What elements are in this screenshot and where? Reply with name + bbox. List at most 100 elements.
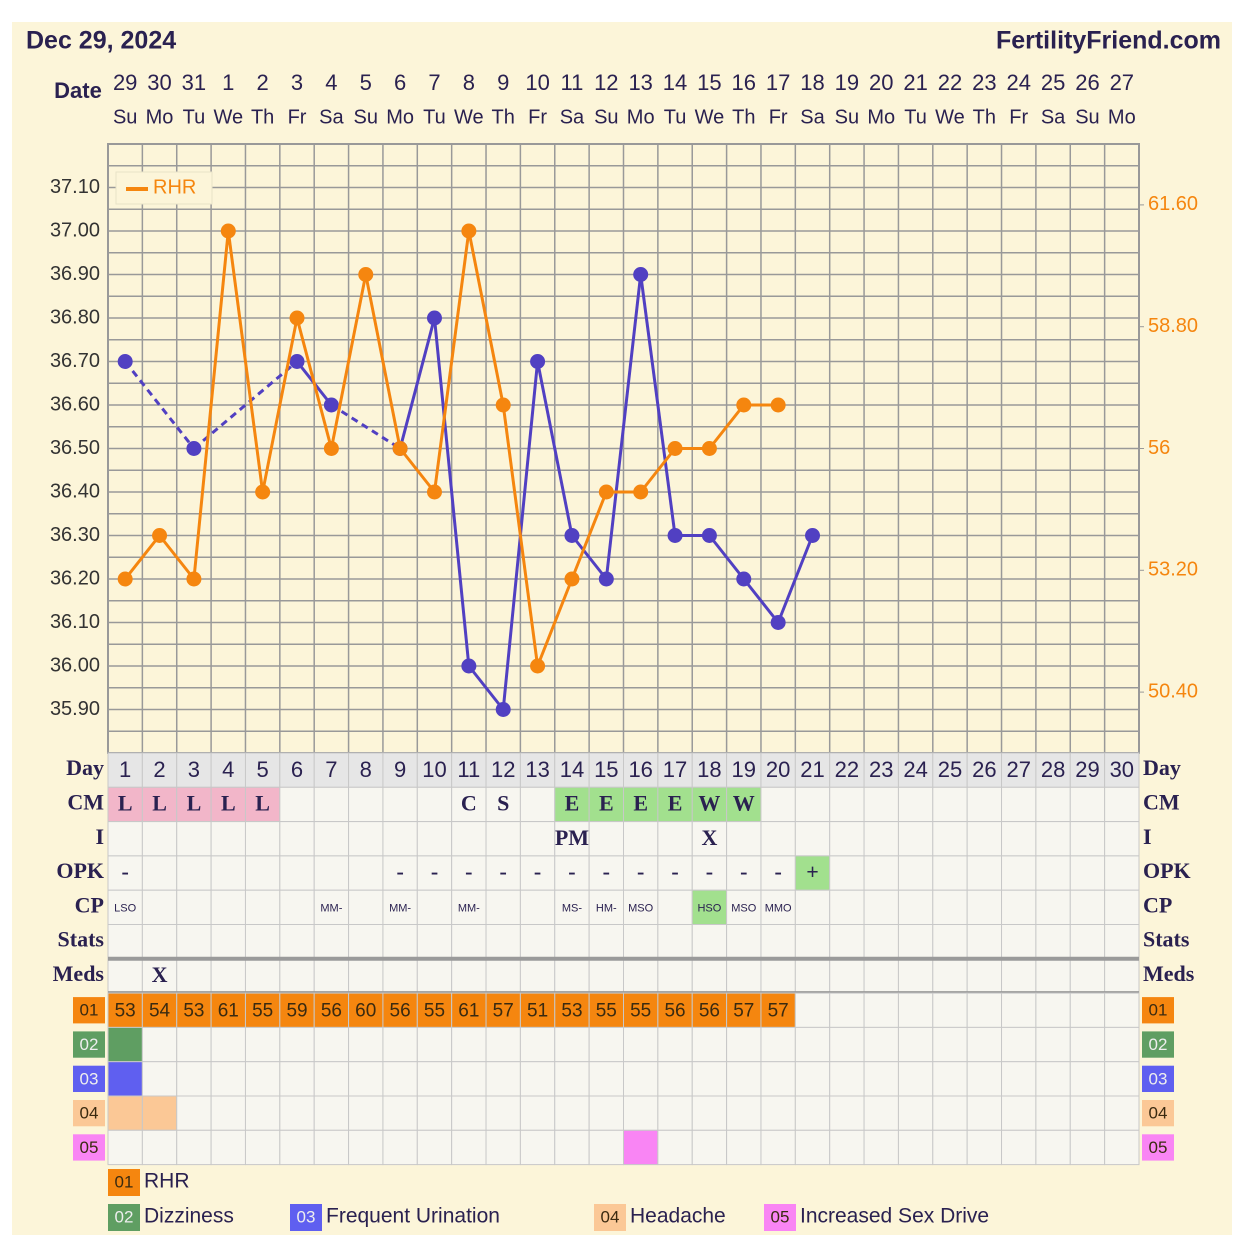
cell-text: MS- [562,902,583,914]
symptom-cell [966,1129,1003,1166]
symptom-cell [1069,992,1106,1028]
cell [210,821,246,857]
symptom-value: 57 [493,1000,514,1021]
cell [691,958,728,994]
cell-text: MM- [458,902,480,914]
date-number: 11 [561,70,584,95]
data-point [186,441,202,456]
cell [657,889,693,926]
day-cell [382,752,418,788]
symptom-cell [348,1129,384,1166]
cell-text: S [497,790,509,815]
cell [107,821,143,857]
cell [348,958,384,994]
cell [176,958,212,994]
symptom-cell [829,1095,865,1131]
legend-code: 02 [115,1207,134,1226]
cell [726,924,762,960]
symptom-cell [760,1129,796,1166]
cell-text: E [668,790,683,815]
cell [932,855,968,891]
y2-tick-label: 53.20 [1148,559,1198,581]
cell [416,821,453,857]
symptom-cell [1001,1026,1037,1063]
cell [794,821,831,857]
cell-text: - [396,859,403,884]
symptom-cell [897,1026,934,1063]
day-number: 19 [732,757,756,782]
cell [485,889,521,926]
symptom-value: 53 [561,1000,582,1021]
symptom-cell [141,1026,178,1063]
symptom-cell [1035,992,1071,1028]
data-point [770,397,786,413]
date-number: 5 [360,70,372,95]
symptom-cell [176,1061,212,1097]
symptom-cell [932,1061,968,1097]
symptom-cell [176,1095,212,1131]
symptom-cell [176,1129,212,1166]
cell [657,786,693,823]
date-number: 12 [594,70,618,95]
day-number: 10 [422,757,446,782]
symptom-code: 04 [80,1104,99,1123]
weekday: Tu [904,106,927,128]
legend-name: Dizziness [144,1205,234,1228]
symptom-cell [1001,1129,1037,1166]
symptom-cell [588,1061,625,1097]
weekday: Tu [183,106,206,128]
weekday: We [454,106,484,128]
cell [244,786,281,823]
cell [760,958,796,994]
symptom-cell [726,1095,762,1131]
cell [863,958,899,994]
symptom-cell [1001,1095,1037,1131]
cell-text: PM [555,825,589,850]
series-segment [708,404,745,450]
symptom-value: 56 [699,1000,720,1021]
cell [176,821,212,857]
symptom-cell [897,992,934,1028]
weekday: Su [594,106,618,128]
date-number: 18 [800,70,824,95]
cell [897,821,934,857]
y2-tick-label: 58.80 [1148,315,1198,337]
data-point [530,658,546,674]
symptom-cell [932,1026,968,1063]
symptom-cell [897,1095,934,1131]
symptom-cell [829,1061,865,1097]
cell-text: C [461,790,477,815]
weekday: Mo [627,106,655,128]
data-point [633,484,649,500]
series-segment [158,534,196,580]
y-tick-label: 36.30 [50,524,100,546]
day-number: 25 [938,757,962,782]
weekday: Sa [319,106,344,128]
day-number: 18 [697,757,721,782]
cell [1001,924,1037,960]
cell [279,889,315,926]
cell [279,958,315,994]
cell [657,958,693,994]
cell [1069,924,1106,960]
cell [863,924,899,960]
symptom-cell [1104,1026,1140,1063]
cell [726,958,762,994]
weekday: Fr [528,106,547,128]
cell [554,855,590,891]
cell [348,786,384,823]
cell [416,958,453,994]
y-tick-label: 36.90 [50,263,100,285]
date-number: 10 [525,70,549,95]
cell [794,889,831,926]
data-point [530,354,546,369]
cell [1104,958,1140,994]
cell [1001,889,1037,926]
cell-text: HSO [697,902,721,914]
data-point [220,223,236,239]
symptom-cell [1104,1129,1140,1166]
symptom-cell [1035,1129,1071,1166]
cell-text: L [152,790,167,815]
weekday: Su [835,106,859,128]
symptom-cell [863,1026,899,1063]
